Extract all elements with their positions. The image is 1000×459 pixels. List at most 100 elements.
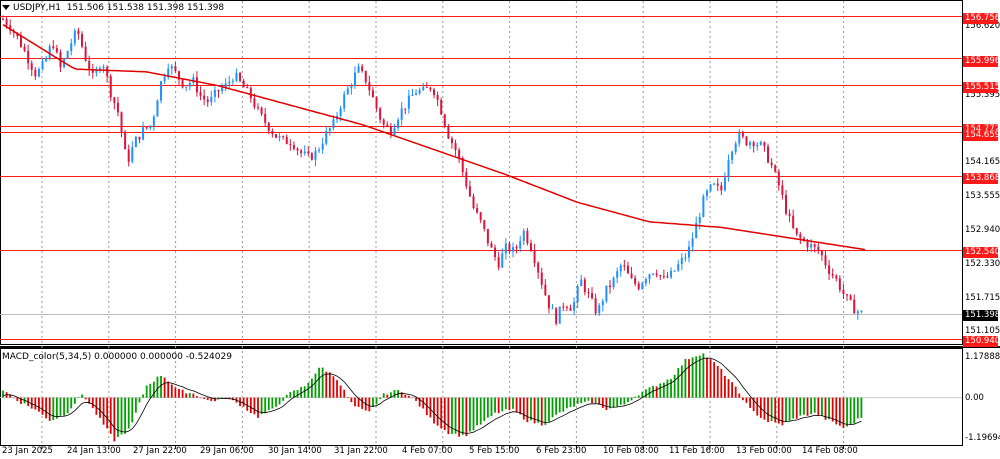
macd-histogram-bar (199, 397, 202, 399)
candle-body (404, 108, 407, 110)
macd-histogram-bar (357, 397, 360, 407)
macd-histogram-bar (131, 397, 134, 423)
macd-histogram-bar (310, 378, 313, 398)
candle-body (246, 87, 249, 89)
macd-histogram-bar (257, 397, 259, 418)
candle-body (160, 81, 163, 101)
moving-average-line (2, 24, 866, 251)
macd-histogram-bar (849, 397, 852, 425)
macd-histogram-bar (698, 355, 701, 398)
candle-body (192, 77, 195, 83)
macd-histogram-bar (860, 397, 863, 418)
macd-histogram-bar (688, 359, 690, 398)
candle-body (777, 171, 780, 186)
macd-histogram-bar (368, 397, 371, 412)
macd-histogram-bar (379, 397, 382, 400)
macd-histogram-bar (422, 397, 425, 409)
candle-body (544, 284, 547, 296)
candle-body (580, 279, 583, 287)
macd-histogram-bar (267, 397, 270, 411)
candle-body (573, 302, 576, 311)
candle-body (271, 131, 274, 135)
candle-body (731, 151, 734, 160)
level-label: 154.772 (963, 124, 1000, 135)
macd-histogram-bar (461, 397, 464, 435)
candle-body (619, 265, 622, 272)
candle-body (199, 92, 202, 96)
time-label: 4 Feb 07:00 (402, 446, 453, 456)
candle-body (770, 162, 773, 166)
candle-body (616, 271, 619, 278)
candle-body (422, 86, 425, 91)
candle-body (820, 251, 823, 256)
price-tick: 156.620 (965, 21, 1000, 31)
candle-body (19, 36, 22, 47)
macd-histogram-bar (289, 392, 292, 398)
macd-histogram-bar (785, 397, 787, 422)
candle-body (300, 150, 303, 154)
candle-body (788, 213, 791, 216)
macd-histogram-bar (275, 397, 277, 407)
candle-body (142, 127, 145, 140)
candle-body (716, 183, 719, 186)
macd-histogram-bar (799, 397, 802, 416)
candle-body (188, 82, 191, 87)
candle-body (353, 72, 356, 86)
macd-histogram-bar (724, 375, 726, 398)
candle-body (267, 122, 270, 132)
candle-body (177, 71, 180, 80)
level-label: 155.996 (963, 56, 1000, 67)
time-label: 27 Jan 22:00 (133, 446, 187, 456)
candle-body (806, 240, 809, 248)
candle-body (443, 114, 446, 127)
candle-body (515, 247, 518, 249)
candle-body (440, 99, 443, 115)
candle-body (30, 63, 33, 70)
macd-histogram-bar (777, 397, 780, 424)
macd-histogram-bar (662, 382, 665, 398)
candle-body (332, 119, 335, 129)
candle-body (468, 186, 471, 197)
candle-body (217, 90, 220, 92)
macd-histogram-bar (390, 392, 392, 398)
candle-body (411, 94, 414, 96)
candle-body (799, 234, 802, 239)
macd-histogram-bar (702, 353, 705, 398)
candle-body (555, 308, 558, 324)
candle-body (95, 70, 98, 73)
candle-body (41, 61, 44, 70)
candle-body (400, 108, 403, 120)
macd-histogram-bar (124, 397, 127, 434)
macd-histogram-bar (174, 387, 177, 398)
macd-histogram-bar (824, 397, 827, 420)
macd-tick: 0.00 (965, 393, 984, 403)
dropdown-triangle-icon[interactable] (2, 5, 10, 10)
macd-histogram-bar (407, 395, 410, 398)
candle-body (257, 107, 260, 109)
candle-body (285, 136, 288, 145)
candle-body (688, 246, 691, 258)
candle-body (583, 279, 586, 293)
macd-histogram-bar (512, 397, 514, 409)
macd-histogram-bar (544, 397, 547, 425)
macd-histogram-bar (749, 397, 751, 408)
macd-histogram-bar (203, 397, 206, 399)
macd-histogram-bar (465, 397, 468, 437)
macd-histogram-bar (138, 397, 141, 403)
candle-body (37, 69, 40, 77)
candle-body (465, 172, 468, 187)
candle-body (752, 142, 755, 147)
candle-body (9, 25, 12, 31)
macd-histogram-bar (853, 397, 856, 424)
macd-histogram-bar (249, 397, 252, 413)
macd-histogram-bar (88, 397, 91, 404)
macd-histogram-bar (619, 397, 622, 405)
candle-body (838, 278, 841, 290)
macd-histogram-bar (648, 387, 651, 398)
macd-histogram-bar (418, 397, 421, 407)
candle-body (486, 228, 489, 244)
candle-body (637, 283, 640, 289)
macd-histogram-bar (526, 397, 529, 423)
